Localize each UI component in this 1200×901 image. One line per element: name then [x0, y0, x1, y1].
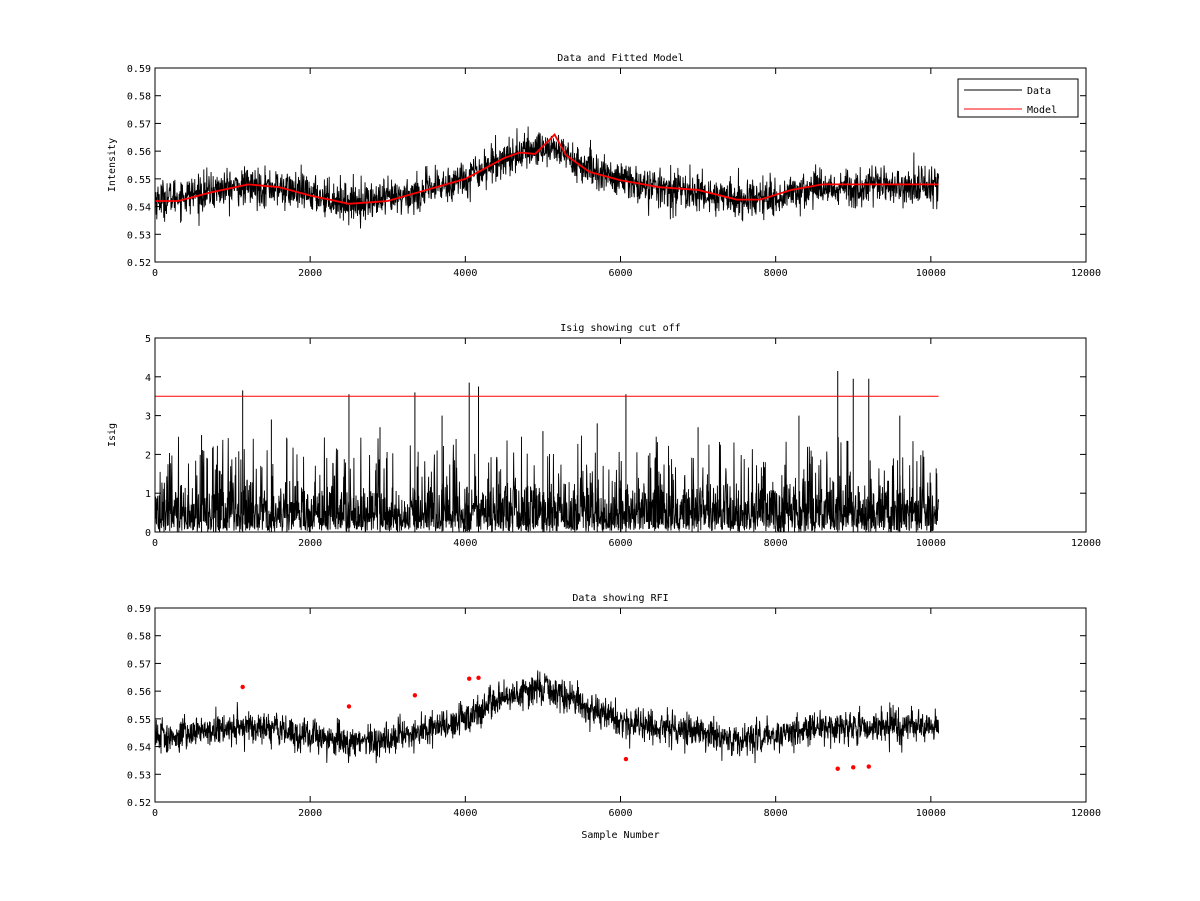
subplot-2: 0 2000 4000 6000 8000 10000 12000 0 1 2 3 4 5 Isig sh… — [107, 323, 1101, 549]
subplot-1: 0 2000 4000 6000 8000 10000 12000 0.52 0.53 0.54 0… — [107, 53, 1101, 279]
y-tick-label: 0.54 — [127, 743, 151, 754]
data-series-line — [155, 670, 940, 764]
x-tick-label: 8000 — [764, 538, 788, 549]
legend-entry: Model — [1027, 105, 1057, 116]
y-tick-label: 5 — [145, 334, 151, 345]
rfi-point — [866, 764, 871, 769]
y-tick-label: 0.55 — [127, 715, 151, 726]
y-tick-label: 0.58 — [127, 632, 151, 643]
y-tick-label: 0.59 — [127, 64, 151, 75]
y-tick-label: 0.52 — [127, 258, 151, 269]
x-tick-label: 6000 — [608, 538, 632, 549]
y-tick-label: 0.52 — [127, 798, 151, 809]
legend-entry: Data — [1027, 86, 1051, 97]
plot-area — [155, 68, 1086, 262]
y-axis-label: Intensity — [107, 138, 118, 192]
x-tick-label: 4000 — [453, 538, 477, 549]
rfi-point — [240, 684, 245, 690]
x-tick-label: 12000 — [1071, 538, 1101, 549]
series-group — [155, 370, 940, 532]
y-tick-label: 4 — [145, 373, 151, 384]
chart-title: Isig showing cut off — [560, 323, 680, 334]
legend: Data Model — [957, 78, 1079, 118]
y-tick-label: 0.53 — [127, 770, 151, 781]
x-tick-label: 8000 — [764, 268, 788, 279]
rfi-point — [467, 676, 472, 681]
rfi-point — [623, 756, 629, 762]
y-tick-label: 3 — [145, 412, 151, 423]
series-group — [155, 126, 940, 229]
y-tick-label: 0.55 — [127, 175, 151, 186]
y-tick-label: 2 — [145, 450, 151, 461]
x-tick-label: 8000 — [764, 808, 788, 819]
x-axis-label: Sample Number — [581, 830, 659, 841]
x-tick-label: 4000 — [453, 268, 477, 279]
y-tick-label: 0.56 — [127, 147, 151, 158]
x-tick-label: 4000 — [453, 808, 477, 819]
x-tick-label: 10000 — [916, 808, 946, 819]
rfi-point — [835, 766, 840, 771]
x-tick-label: 10000 — [916, 538, 946, 549]
x-tick-label: 6000 — [608, 268, 632, 279]
plot-area — [155, 608, 1086, 802]
chart-title: Data and Fitted Model — [557, 53, 683, 64]
y-tick-label: 0.53 — [127, 230, 151, 241]
x-tick-label: 0 — [152, 538, 158, 549]
y-tick-label: 1 — [145, 489, 151, 500]
y-tick-label: 0 — [145, 528, 151, 539]
x-tick-label: 2000 — [298, 808, 322, 819]
x-tick-label: 0 — [152, 268, 158, 279]
y-axis-label: Isig — [107, 423, 118, 447]
isig-series-line — [155, 435, 940, 532]
x-tick-label: 2000 — [298, 538, 322, 549]
x-tick-label: 6000 — [608, 808, 632, 819]
series-group — [155, 670, 940, 771]
subplot-3: 0 2000 4000 6000 8000 10000 12000 0.52 0.53 0.54 0… — [127, 593, 1101, 841]
x-tick-label: 12000 — [1071, 808, 1101, 819]
rfi-point — [476, 675, 481, 681]
chart-title: Data showing RFI — [572, 593, 668, 604]
y-tick-label: 0.54 — [127, 203, 151, 214]
y-tick-label: 0.58 — [127, 92, 151, 103]
y-tick-label: 0.57 — [127, 119, 151, 130]
y-tick-label: 0.57 — [127, 659, 151, 670]
y-tick-label: 0.59 — [127, 604, 151, 615]
x-tick-label: 12000 — [1071, 268, 1101, 279]
rfi-point — [851, 765, 856, 770]
x-tick-label: 10000 — [916, 268, 946, 279]
x-tick-label: 2000 — [298, 268, 322, 279]
y-tick-label: 0.56 — [127, 687, 151, 698]
rfi-point — [412, 693, 418, 698]
legend-box — [957, 78, 1079, 118]
x-tick-label: 0 — [152, 808, 158, 819]
model-line — [155, 132, 939, 205]
rfi-point — [346, 704, 352, 709]
